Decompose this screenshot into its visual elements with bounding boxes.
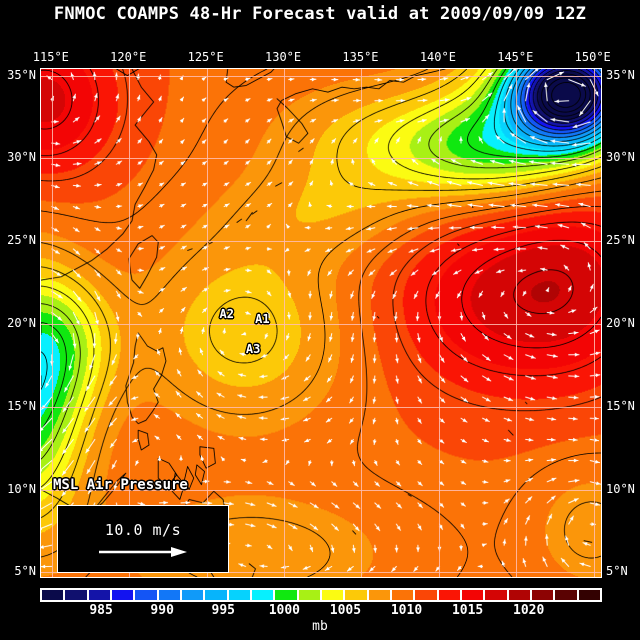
gridline-lon-130: [284, 69, 285, 577]
colorbar-cell-16: [414, 589, 438, 601]
colorbar-tick-1000: 1000: [268, 603, 300, 618]
gridline-lat-30: [41, 158, 601, 159]
lon-tick-135: 135°E: [342, 50, 379, 64]
colorbar-cell-13: [344, 589, 368, 601]
gridline-lat-5: [41, 572, 601, 573]
lon-tick-115: 115°E: [32, 50, 69, 64]
colorbar-cell-5: [157, 589, 181, 601]
lon-tick-145: 145°E: [497, 50, 534, 64]
lat-tick-l-5: 5°N: [14, 564, 36, 579]
gridline-lon-150: [594, 69, 595, 577]
lat-tick-l-25: 25°N: [7, 233, 36, 248]
colorbar-cell-3: [110, 589, 135, 601]
lon-tick-150: 150°E: [574, 50, 611, 64]
colorbar-unit-label: mb: [312, 619, 328, 634]
colorbar-cell-11: [297, 589, 321, 601]
lat-tick-r-30: 30°N: [606, 150, 635, 165]
lat-tick-r-20: 20°N: [606, 316, 635, 330]
colorbar-cell-18: [460, 589, 485, 601]
colorbar-cell-2: [87, 589, 111, 601]
colorbar-tick-990: 990: [150, 603, 174, 618]
colorbar-cell-4: [134, 589, 158, 601]
wind-scale-label: 10.0 m/s: [104, 520, 182, 539]
lat-tick-r-35: 35°N: [606, 67, 635, 82]
forecast-map[interactable]: A2 A1 A3 MSL Air Pressure 10.0 m/s: [40, 68, 602, 578]
pressure-field-canvas: [41, 69, 601, 577]
gridline-lon-145: [516, 69, 517, 577]
lat-tick-l-20: 20°N: [7, 316, 36, 330]
lat-tick-l-35: 35°N: [7, 67, 36, 82]
gridline-lat-10: [41, 490, 601, 491]
gridline-lon-140: [439, 69, 440, 577]
colorbar-tick-1015: 1015: [451, 603, 484, 618]
colorbar-cell-7: [204, 589, 228, 601]
lat-tick-r-10: 10°N: [606, 481, 635, 496]
colorbar-cell-14: [367, 589, 391, 601]
colorbar-cell-19: [484, 589, 508, 601]
lon-tick-140: 140°E: [419, 50, 456, 64]
field-label: MSL Air Pressure: [53, 477, 188, 493]
colorbar-cell-23: [577, 589, 601, 601]
colorbar-tick-1005: 1005: [329, 603, 362, 618]
gridline-lon-120: [129, 69, 130, 577]
lat-tick-r-25: 25°N: [606, 233, 635, 248]
gridline-lon-135: [361, 69, 362, 577]
wind-scale-legend: 10.0 m/s: [57, 505, 229, 573]
lat-tick-l-15: 15°N: [7, 398, 36, 413]
gridline-lon-115: [52, 69, 53, 577]
lat-tick-r-5: 5°N: [606, 564, 628, 579]
page-title: FNMOC COAMPS 48-Hr Forecast valid at 200…: [53, 4, 587, 24]
colorbar-cell-10: [274, 589, 298, 601]
lon-tick-120: 120°E: [110, 50, 147, 64]
colorbar-cell-6: [180, 589, 205, 601]
colorbar-tick-985: 985: [89, 603, 113, 618]
colorbar-tick-1010: 1010: [390, 603, 423, 618]
lat-tick-r-15: 15°N: [606, 398, 635, 413]
gridline-lat-25: [41, 241, 601, 242]
lat-tick-l-10: 10°N: [7, 481, 36, 496]
colorbar-cell-17: [437, 589, 461, 601]
gridline-lat-20: [41, 324, 601, 325]
colorbar-cell-22: [554, 589, 578, 601]
colorbar-cell-9: [250, 589, 275, 601]
gridline-lat-35: [41, 76, 601, 77]
colorbar-cell-8: [227, 589, 251, 601]
colorbar-tick-1020: 1020: [513, 603, 545, 618]
colorbar-cell-12: [320, 589, 345, 601]
lon-tick-130: 130°E: [265, 50, 302, 64]
colorbar-cell-20: [507, 589, 531, 601]
gridline-lat-15: [41, 407, 601, 408]
colorbar-cell-15: [390, 589, 415, 601]
colorbar-cell-1: [64, 589, 88, 601]
pressure-colorbar[interactable]: [40, 588, 602, 602]
colorbar-cell-21: [530, 589, 555, 601]
gridline-lon-125: [207, 69, 208, 577]
colorbar-cell-0: [41, 589, 65, 601]
colorbar-tick-995: 995: [211, 603, 235, 618]
lat-tick-l-30: 30°N: [7, 150, 36, 165]
lon-tick-125: 125°E: [187, 50, 224, 64]
wind-arrow-icon: [99, 546, 187, 557]
